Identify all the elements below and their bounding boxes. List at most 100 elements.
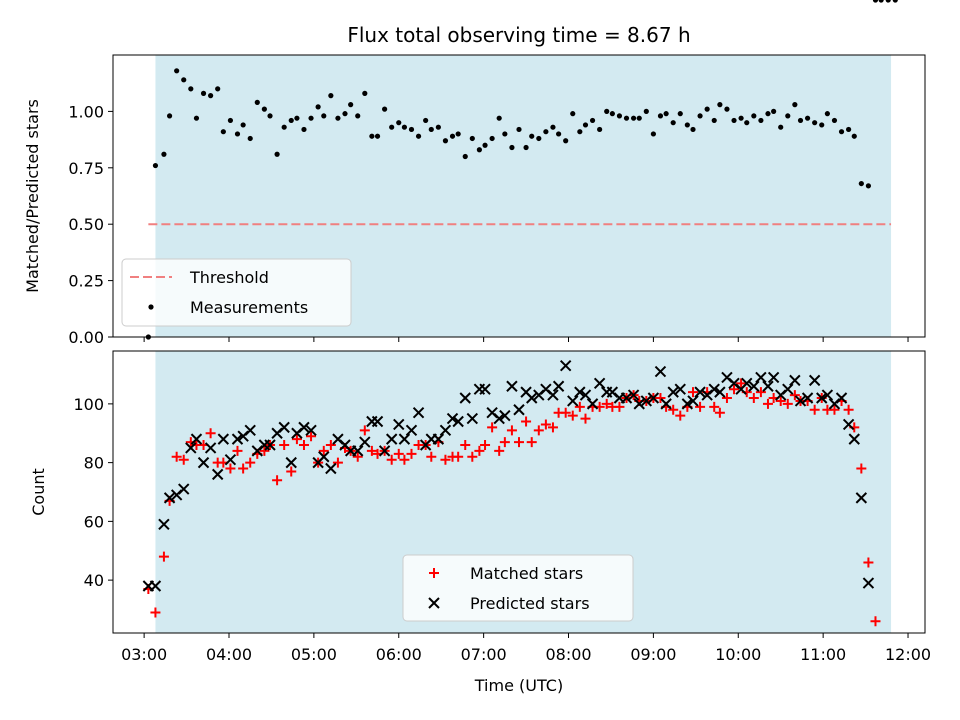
predicted-star-point	[211, 468, 224, 481]
predicted-star-point	[842, 418, 855, 431]
predicted-star-point	[190, 433, 203, 445]
predicted-star-point	[217, 433, 230, 445]
predicted-star-point	[405, 424, 418, 437]
measurement-point	[281, 124, 287, 130]
bottom-y-tick-label: 80	[84, 454, 104, 473]
predicted-star-point	[385, 433, 398, 445]
matched-star-point	[399, 454, 410, 465]
measurement-point	[885, 0, 891, 3]
measurement-point	[670, 120, 676, 126]
measurement-point	[442, 138, 449, 144]
measurement-point	[604, 108, 610, 114]
matched-star-point	[225, 463, 236, 474]
measurement-point	[792, 102, 798, 108]
measurement-point	[831, 117, 838, 124]
measurement-point	[401, 124, 408, 130]
predicted-star-point	[681, 398, 694, 410]
matched-star-point	[514, 437, 524, 448]
measurement-point	[684, 122, 690, 128]
measurement-point	[342, 111, 348, 117]
bottom-panel-count: 40 60 80 100 03:00 04:00 05:00 06:00 07:00 08:00…	[29, 351, 931, 695]
matched-star-point	[521, 416, 532, 427]
measurement-point	[469, 135, 475, 142]
predicted-star-point	[325, 462, 337, 475]
matched-star-point	[318, 445, 329, 456]
top-y-axis-label: Matched/Predicted stars	[23, 99, 42, 293]
predicted-star-point	[459, 392, 471, 404]
matched-star-point	[856, 463, 867, 474]
measurement-point	[597, 126, 603, 133]
measurement-point	[582, 122, 589, 128]
measurement-point	[308, 115, 314, 121]
legend-matched-swatch	[429, 568, 439, 578]
predicted-star-point	[816, 392, 828, 404]
predicted-star-point	[767, 371, 780, 384]
measurement-point	[812, 120, 818, 126]
measurement-point	[181, 77, 187, 83]
predicted-star-point	[185, 442, 197, 454]
predicted-star-point	[674, 383, 686, 395]
predicted-star-point	[158, 518, 170, 531]
matched-star-point	[150, 607, 161, 618]
predicted-star-point	[593, 377, 606, 390]
measurement-point	[738, 115, 744, 121]
measurement-point	[496, 115, 502, 121]
measurement-point	[771, 108, 777, 114]
measurement-point	[462, 153, 468, 160]
measurement-point	[731, 117, 737, 124]
measurement-point	[396, 120, 402, 126]
measurement-point	[208, 93, 214, 99]
measurement-point	[261, 106, 267, 112]
matched-star-point	[440, 454, 451, 465]
matched-star-point	[843, 404, 854, 415]
matched-star-point	[359, 425, 370, 436]
top-panel-ratio: 0.00 0.25 0.50 0.75 1.00 Matched/Predicted s…	[23, 0, 926, 347]
measurement-point	[161, 151, 167, 157]
x-tick-label: 04:00	[206, 645, 252, 664]
measurement-point	[616, 113, 623, 119]
measurement-point	[200, 90, 207, 96]
chart-title: Flux total observing time = 8.67 h	[347, 23, 690, 47]
measurement-point	[577, 129, 583, 135]
measurement-point	[550, 124, 556, 130]
matched-star-point	[386, 454, 397, 465]
matched-star-point	[574, 401, 585, 412]
measurement-point	[724, 106, 730, 112]
matched-star-point	[762, 398, 773, 409]
predicted-star-point	[378, 445, 391, 457]
bottom-panel-frame	[112, 350, 926, 634]
predicted-star-point	[178, 483, 190, 495]
predicted-star-point	[801, 392, 814, 404]
measurement-point	[563, 138, 569, 144]
matched-star-point	[238, 463, 249, 474]
matched-star-point	[499, 437, 510, 448]
measurement-point	[374, 133, 381, 139]
matched-star-point	[406, 448, 417, 459]
matched-star-point	[460, 440, 471, 450]
measurement-point	[711, 117, 717, 124]
measurement-point	[328, 93, 334, 99]
measurement-point	[751, 113, 757, 119]
matched-star-point	[494, 445, 505, 456]
x-tick-label: 12:00	[885, 645, 931, 664]
matched-star-point	[863, 557, 874, 568]
measurement-point	[152, 162, 159, 169]
measurement-point	[846, 126, 852, 133]
predicted-star-point	[687, 395, 699, 407]
measurement-point	[415, 133, 422, 139]
predicted-star-point	[452, 415, 464, 428]
bottom-y-tick-label: 100	[73, 395, 104, 414]
measurement-point	[523, 144, 529, 151]
top-y-ticks: 0.00 0.25 0.50 0.75 1.00	[68, 102, 113, 347]
measurement-point	[348, 102, 354, 108]
legend-measurements-label: Measurements	[190, 298, 308, 317]
predicted-star-point	[371, 415, 384, 428]
measurement-point	[449, 133, 456, 139]
measurement-point	[744, 120, 750, 126]
measurement-point	[643, 108, 649, 114]
matched-star-point	[709, 401, 720, 412]
measurement-point	[858, 180, 864, 187]
matched-star-point	[547, 422, 558, 433]
legend-plus-marker	[429, 568, 439, 578]
